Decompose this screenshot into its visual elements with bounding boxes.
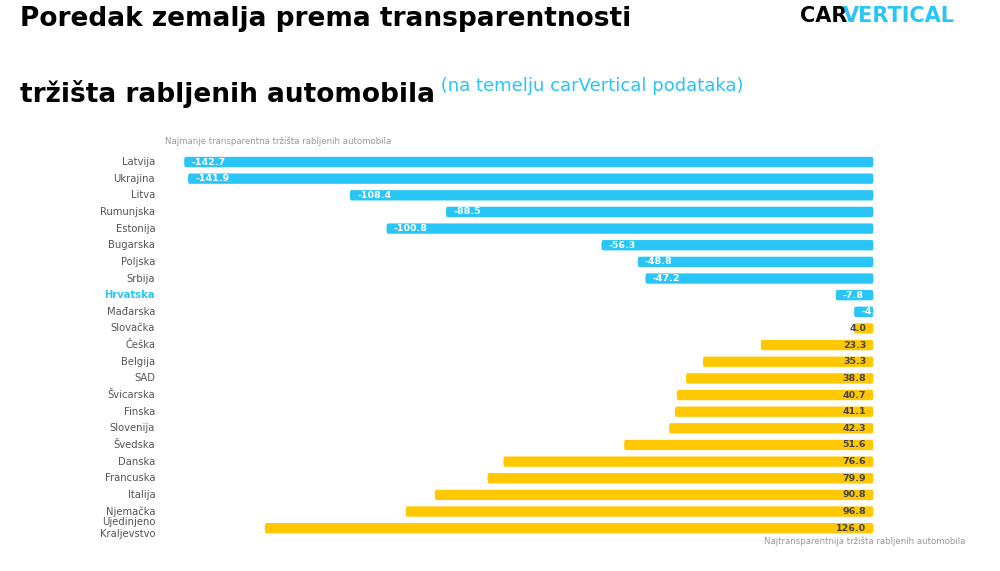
Text: Njemačka: Njemačka [106, 506, 155, 517]
Text: Finska: Finska [124, 407, 155, 417]
Text: 38.8: 38.8 [842, 374, 866, 383]
FancyBboxPatch shape [854, 323, 873, 333]
Text: -48.8: -48.8 [645, 258, 673, 267]
FancyBboxPatch shape [487, 473, 873, 484]
FancyBboxPatch shape [675, 407, 873, 417]
Text: Estonija: Estonija [116, 224, 155, 234]
FancyBboxPatch shape [686, 373, 873, 384]
FancyBboxPatch shape [638, 257, 873, 267]
Text: -108.4: -108.4 [357, 191, 391, 200]
Text: -56.3: -56.3 [609, 241, 636, 250]
Text: Litva: Litva [131, 190, 155, 200]
FancyBboxPatch shape [761, 340, 873, 350]
Text: Francuska: Francuska [105, 473, 155, 483]
Text: Poredak zemalja prema transparentnosti: Poredak zemalja prema transparentnosti [20, 6, 631, 32]
FancyBboxPatch shape [836, 290, 873, 300]
FancyBboxPatch shape [677, 390, 873, 400]
Text: Belgija: Belgija [121, 357, 155, 367]
Text: Latvija: Latvija [122, 157, 155, 167]
Text: 4.0: 4.0 [849, 324, 866, 333]
FancyBboxPatch shape [406, 506, 873, 517]
Text: -88.5: -88.5 [453, 207, 481, 216]
Text: 79.9: 79.9 [843, 474, 866, 482]
Text: Poljska: Poljska [121, 257, 155, 267]
Text: Švicarska: Švicarska [107, 390, 155, 400]
Text: SAD: SAD [134, 373, 155, 383]
Text: -100.8: -100.8 [394, 224, 428, 233]
FancyBboxPatch shape [669, 423, 873, 433]
FancyBboxPatch shape [624, 440, 873, 450]
Text: tržišta rabljenih automobila: tržišta rabljenih automobila [20, 80, 435, 108]
Text: 51.6: 51.6 [843, 440, 866, 449]
Text: Ujedinjeno
Kraljevstvo: Ujedinjeno Kraljevstvo [100, 517, 155, 539]
Text: Mađarska: Mađarska [107, 307, 155, 317]
Text: -141.9: -141.9 [195, 174, 229, 183]
Text: 23.3: 23.3 [843, 340, 866, 349]
FancyBboxPatch shape [446, 207, 873, 217]
Text: -142.7: -142.7 [191, 158, 226, 167]
FancyBboxPatch shape [184, 157, 873, 167]
Text: 42.3: 42.3 [843, 424, 866, 433]
FancyBboxPatch shape [503, 456, 873, 467]
FancyBboxPatch shape [854, 307, 873, 317]
Text: Češka: Češka [125, 340, 155, 350]
FancyBboxPatch shape [703, 356, 873, 367]
Text: CAR: CAR [800, 6, 847, 26]
Text: Danska: Danska [118, 457, 155, 467]
Text: 35.3: 35.3 [843, 357, 866, 366]
Text: 96.8: 96.8 [842, 507, 866, 516]
FancyBboxPatch shape [387, 223, 873, 234]
FancyBboxPatch shape [601, 240, 873, 251]
FancyBboxPatch shape [645, 274, 873, 284]
Text: 41.1: 41.1 [843, 407, 866, 416]
Text: 40.7: 40.7 [843, 391, 866, 400]
Text: Rumunjska: Rumunjska [100, 207, 155, 217]
Text: 76.6: 76.6 [843, 457, 866, 466]
Text: VERTICAL: VERTICAL [843, 6, 955, 26]
FancyBboxPatch shape [435, 490, 873, 500]
Text: Italija: Italija [128, 490, 155, 500]
Text: Slovačka: Slovačka [111, 323, 155, 333]
Text: Slovenija: Slovenija [110, 423, 155, 433]
Text: Švedska: Švedska [114, 440, 155, 450]
Text: 90.8: 90.8 [843, 490, 866, 500]
Text: 126.0: 126.0 [836, 524, 866, 533]
Text: Ukrajina: Ukrajina [114, 174, 155, 184]
FancyBboxPatch shape [188, 174, 873, 184]
Text: Bugarska: Bugarska [108, 240, 155, 250]
Text: -47.2: -47.2 [653, 274, 680, 283]
Text: (na temelju carVertical podataka): (na temelju carVertical podataka) [435, 77, 744, 95]
Text: -4.0: -4.0 [861, 307, 882, 316]
Text: -7.8: -7.8 [843, 291, 864, 300]
Text: Hrvatska: Hrvatska [105, 290, 155, 300]
FancyBboxPatch shape [265, 523, 873, 533]
FancyBboxPatch shape [350, 190, 873, 200]
Text: Najmanje transparentna tržišta rabljenih automobila: Najmanje transparentna tržišta rabljenih… [165, 136, 391, 146]
Text: Srbija: Srbija [127, 274, 155, 284]
Text: Najtransparentnija tržišta rabljenih automobila: Najtransparentnija tržišta rabljenih aut… [764, 537, 965, 546]
